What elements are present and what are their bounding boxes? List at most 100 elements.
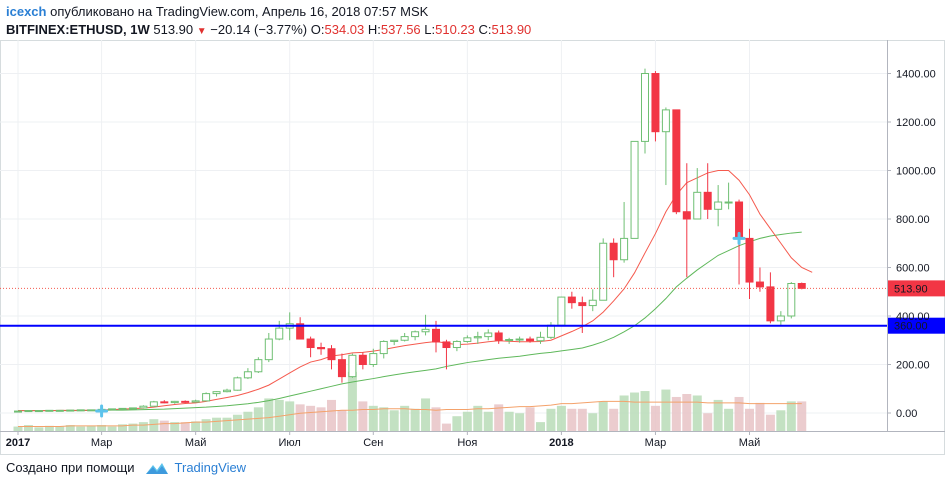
volume-bar <box>201 419 211 431</box>
candle <box>108 408 117 411</box>
candle <box>484 329 493 341</box>
candle <box>212 391 221 397</box>
candle-body <box>463 337 472 342</box>
candle <box>745 228 754 300</box>
author-link[interactable]: icexch <box>6 4 47 19</box>
volume-bar <box>431 407 441 431</box>
volume-bar <box>703 413 713 431</box>
high-value: 537.56 <box>380 22 421 37</box>
candle-body <box>212 391 221 395</box>
candle <box>536 331 545 344</box>
volume-bar <box>724 408 734 431</box>
candle-body <box>442 341 451 349</box>
time-axis[interactable]: 2017 Мар Май Июл Сен Ноя 2018 Мар Май <box>6 431 761 449</box>
candle-body <box>494 332 503 341</box>
volume-bar <box>745 408 754 431</box>
volume-bar <box>76 426 86 431</box>
candle-body <box>411 331 420 338</box>
tradingview-link[interactable]: TradingView <box>174 460 247 475</box>
volume-bar <box>567 408 577 431</box>
time-tick-label: Май <box>185 437 207 449</box>
candle <box>128 407 137 410</box>
candle-body <box>567 296 576 304</box>
volume-bar <box>441 423 451 431</box>
candle <box>55 409 64 412</box>
volume-bar <box>630 392 640 431</box>
volume-bar <box>13 426 23 431</box>
candle-body <box>317 347 326 350</box>
price-axis[interactable]: 0.00 200.00 400.00 600.00 800.00 1000.00 1200.… <box>887 69 936 421</box>
volume-bar <box>358 401 368 431</box>
volume-bar <box>107 426 117 431</box>
candle <box>599 238 608 301</box>
price-chart[interactable]: 513.90 360.00 0.00 200.00 400.00 600.00 800.0… <box>0 40 946 456</box>
candle <box>672 109 681 215</box>
volume-bar <box>619 395 629 431</box>
price-tick-label: 400.00 <box>896 311 930 323</box>
volume-bar <box>138 422 148 431</box>
volume-bar <box>253 407 263 431</box>
symbol-info: BITFINEX:ETHUSD, 1W 513.90 ▼ −20.14 (−3.… <box>6 22 531 37</box>
candle <box>641 68 649 154</box>
volume-bar <box>23 425 33 431</box>
volume-bar <box>222 417 232 431</box>
candle-body <box>254 359 263 373</box>
volume-bar <box>389 410 399 431</box>
candle-body <box>149 401 158 407</box>
open-value: 534.03 <box>324 22 365 37</box>
horizontal-lines: 513.90 360.00 <box>0 280 945 334</box>
candle <box>327 345 336 370</box>
footer: Создано при помощи TradingView <box>6 460 246 475</box>
volume-bar <box>295 404 305 431</box>
volume-bar <box>797 401 807 431</box>
symbol-label: BITFINEX:ETHUSD, 1W <box>6 22 150 37</box>
volume-bar <box>452 416 462 431</box>
candle-body <box>505 339 514 342</box>
candle-body <box>66 409 75 412</box>
candle <box>661 107 670 186</box>
volume-bar <box>692 395 702 431</box>
volume-bar <box>264 398 274 431</box>
time-tick-label: Мар <box>91 437 113 449</box>
candle <box>34 410 43 413</box>
volume-bar <box>504 411 514 431</box>
volume-bar <box>97 425 107 431</box>
candle <box>369 348 378 367</box>
price-tick-label: 1200.00 <box>896 117 936 129</box>
candle <box>390 339 399 346</box>
price-change: −20.14 (−3.77%) <box>210 22 308 37</box>
price-tick-label: 200.00 <box>896 360 930 372</box>
candle <box>243 368 252 380</box>
candle <box>526 336 535 343</box>
candle <box>191 399 200 403</box>
candle-body <box>118 407 127 410</box>
time-tick-label: 2018 <box>549 437 573 449</box>
candle <box>505 337 514 344</box>
volume-ma-line <box>18 400 802 428</box>
volume-bar <box>191 421 201 431</box>
volume-bar <box>368 405 378 431</box>
candle-body <box>337 359 346 378</box>
support-level-label: 360.00 <box>894 321 928 333</box>
volume-bar <box>640 391 650 431</box>
publish-info: icexch опубликовано на TradingView.com, … <box>6 4 428 19</box>
candle-body <box>672 109 681 213</box>
candle-body <box>588 299 597 307</box>
candle-body <box>776 315 785 322</box>
volume-bar <box>525 407 535 431</box>
candle-body <box>202 393 211 402</box>
volume-bar <box>713 399 723 431</box>
candle <box>452 340 461 352</box>
last-price-label: 513.90 <box>894 283 928 295</box>
candle <box>776 311 785 326</box>
candle-body <box>661 109 670 133</box>
volume-bar <box>44 425 54 431</box>
candle-body <box>797 283 806 289</box>
time-tick-label: Май <box>739 437 761 449</box>
candle-body <box>703 191 712 210</box>
volume-bar <box>285 401 295 431</box>
volume-bar <box>118 424 127 431</box>
volume-bar <box>149 419 159 431</box>
candle <box>787 282 796 319</box>
volume-bar <box>316 407 326 431</box>
